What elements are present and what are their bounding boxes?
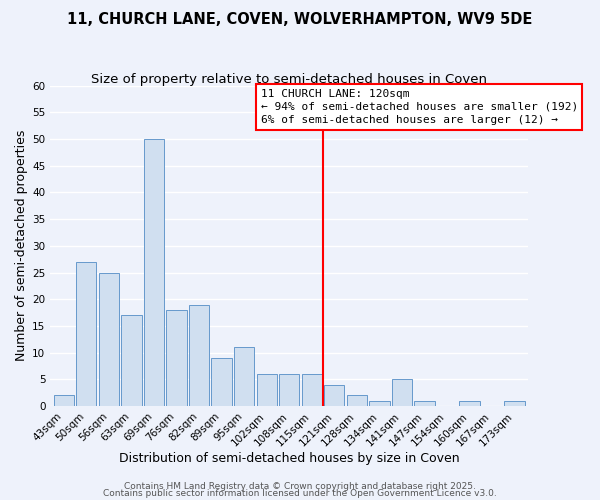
Bar (166, 310, 187, 406)
Bar (279, 374, 299, 406)
Bar (234, 348, 254, 406)
Bar (257, 374, 277, 406)
Bar (347, 396, 367, 406)
Bar (460, 401, 479, 406)
Bar (99, 272, 119, 406)
Bar (53, 396, 74, 406)
Y-axis label: Number of semi-detached properties: Number of semi-detached properties (15, 130, 28, 362)
Bar (144, 139, 164, 406)
X-axis label: Distribution of semi-detached houses by size in Coven: Distribution of semi-detached houses by … (119, 452, 460, 465)
Bar (302, 374, 322, 406)
Bar (211, 358, 232, 406)
Bar (415, 401, 434, 406)
Bar (369, 401, 389, 406)
Bar (324, 384, 344, 406)
Bar (505, 401, 525, 406)
Text: 11, CHURCH LANE, COVEN, WOLVERHAMPTON, WV9 5DE: 11, CHURCH LANE, COVEN, WOLVERHAMPTON, W… (67, 12, 533, 28)
Text: Contains public sector information licensed under the Open Government Licence v3: Contains public sector information licen… (103, 490, 497, 498)
Bar (189, 304, 209, 406)
Bar (76, 262, 97, 406)
Bar (392, 380, 412, 406)
Text: Contains HM Land Registry data © Crown copyright and database right 2025.: Contains HM Land Registry data © Crown c… (124, 482, 476, 491)
Text: 11 CHURCH LANE: 120sqm
← 94% of semi-detached houses are smaller (192)
6% of sem: 11 CHURCH LANE: 120sqm ← 94% of semi-det… (260, 88, 578, 125)
Title: Size of property relative to semi-detached houses in Coven: Size of property relative to semi-detach… (91, 72, 487, 86)
Bar (121, 316, 142, 406)
